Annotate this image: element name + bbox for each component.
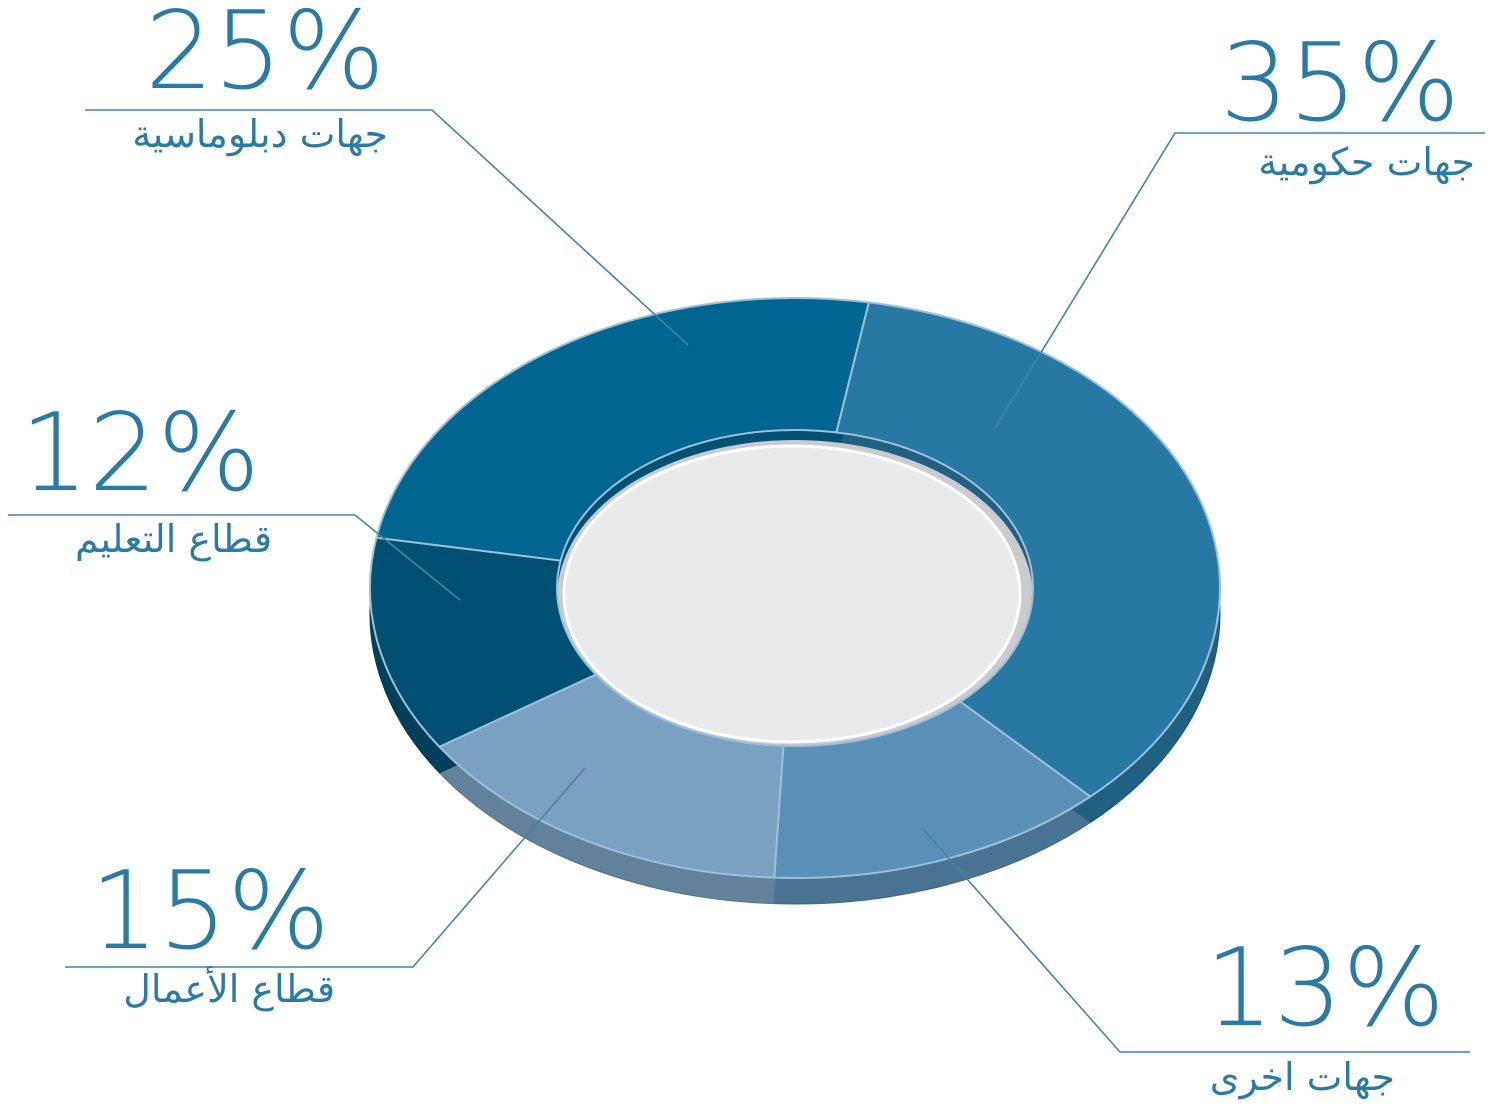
leader-line xyxy=(85,109,689,346)
category-label: جهات حكومية xyxy=(1258,140,1475,185)
donut-hole xyxy=(562,444,1022,744)
category-label: قطاع التعليم xyxy=(75,517,272,561)
slice xyxy=(375,297,871,562)
category-label: قطاع الأعمال xyxy=(123,965,335,1011)
slice xyxy=(835,301,1221,798)
leader-line xyxy=(65,767,586,968)
leader-line xyxy=(8,514,461,601)
value-label: 35% xyxy=(1220,21,1460,146)
category-label: جهات دبلوماسية xyxy=(132,112,388,157)
value-label: 25% xyxy=(145,0,385,114)
slice xyxy=(773,700,1092,879)
value-label: 12% xyxy=(20,391,260,516)
slice xyxy=(369,536,598,749)
slice xyxy=(437,673,785,879)
leader-line xyxy=(921,827,1470,1053)
value-label: 13% xyxy=(1205,926,1445,1051)
leader-line xyxy=(994,132,1485,429)
category-label: جهات اخرى xyxy=(1210,1055,1395,1100)
value-label: 15% xyxy=(90,849,330,974)
